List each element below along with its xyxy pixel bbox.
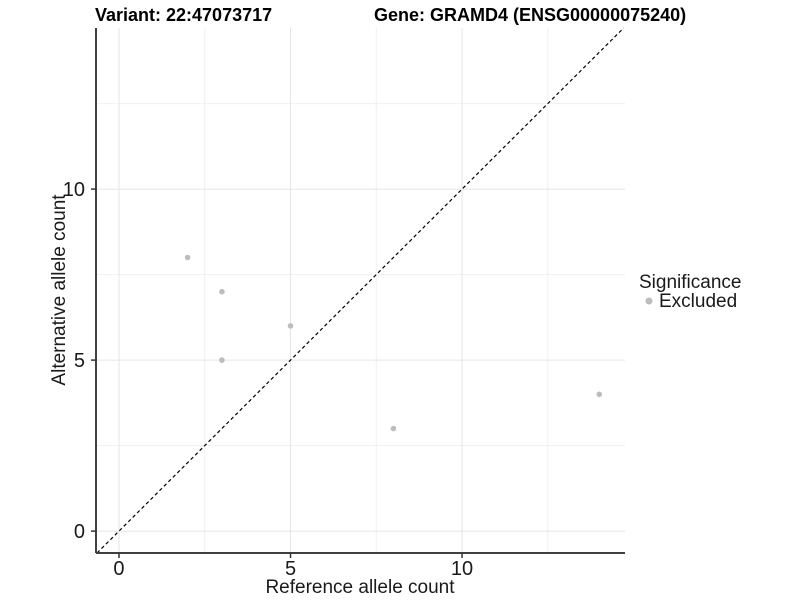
data-point	[219, 357, 225, 363]
x-axis-title: Reference allele count	[265, 577, 455, 598]
data-points-layer	[184, 254, 603, 432]
identity-line-layer	[96, 27, 625, 554]
y-tick-label: 5	[74, 350, 85, 372]
y-tick-label: 10	[63, 179, 85, 201]
data-point	[390, 425, 397, 432]
data-point	[287, 323, 294, 329]
legend: Significance Excluded	[639, 272, 741, 312]
y-tick-label: 0	[74, 521, 85, 543]
y-axis-title: Alternative allele count	[49, 194, 70, 386]
legend-point-icon	[645, 297, 653, 305]
gene-title: Gene: GRAMD4 (ENSG00000075240)	[374, 5, 686, 25]
tick-labels-layer: 0 5 10 0 5 10	[63, 179, 473, 580]
x-tick-label: 0	[113, 558, 124, 580]
data-point	[184, 254, 191, 261]
variant-title: Variant: 22:47073717	[95, 5, 272, 25]
legend-item-label: Excluded	[659, 291, 737, 312]
minor-gridlines	[96, 28, 625, 553]
x-tick-label: 10	[451, 558, 473, 580]
data-point	[596, 391, 603, 398]
axes-layer	[91, 28, 625, 558]
legend-title: Significance	[639, 272, 741, 293]
identity-line	[96, 27, 625, 554]
data-point	[219, 288, 225, 295]
major-gridlines	[96, 28, 625, 553]
x-tick-label: 5	[285, 558, 296, 580]
